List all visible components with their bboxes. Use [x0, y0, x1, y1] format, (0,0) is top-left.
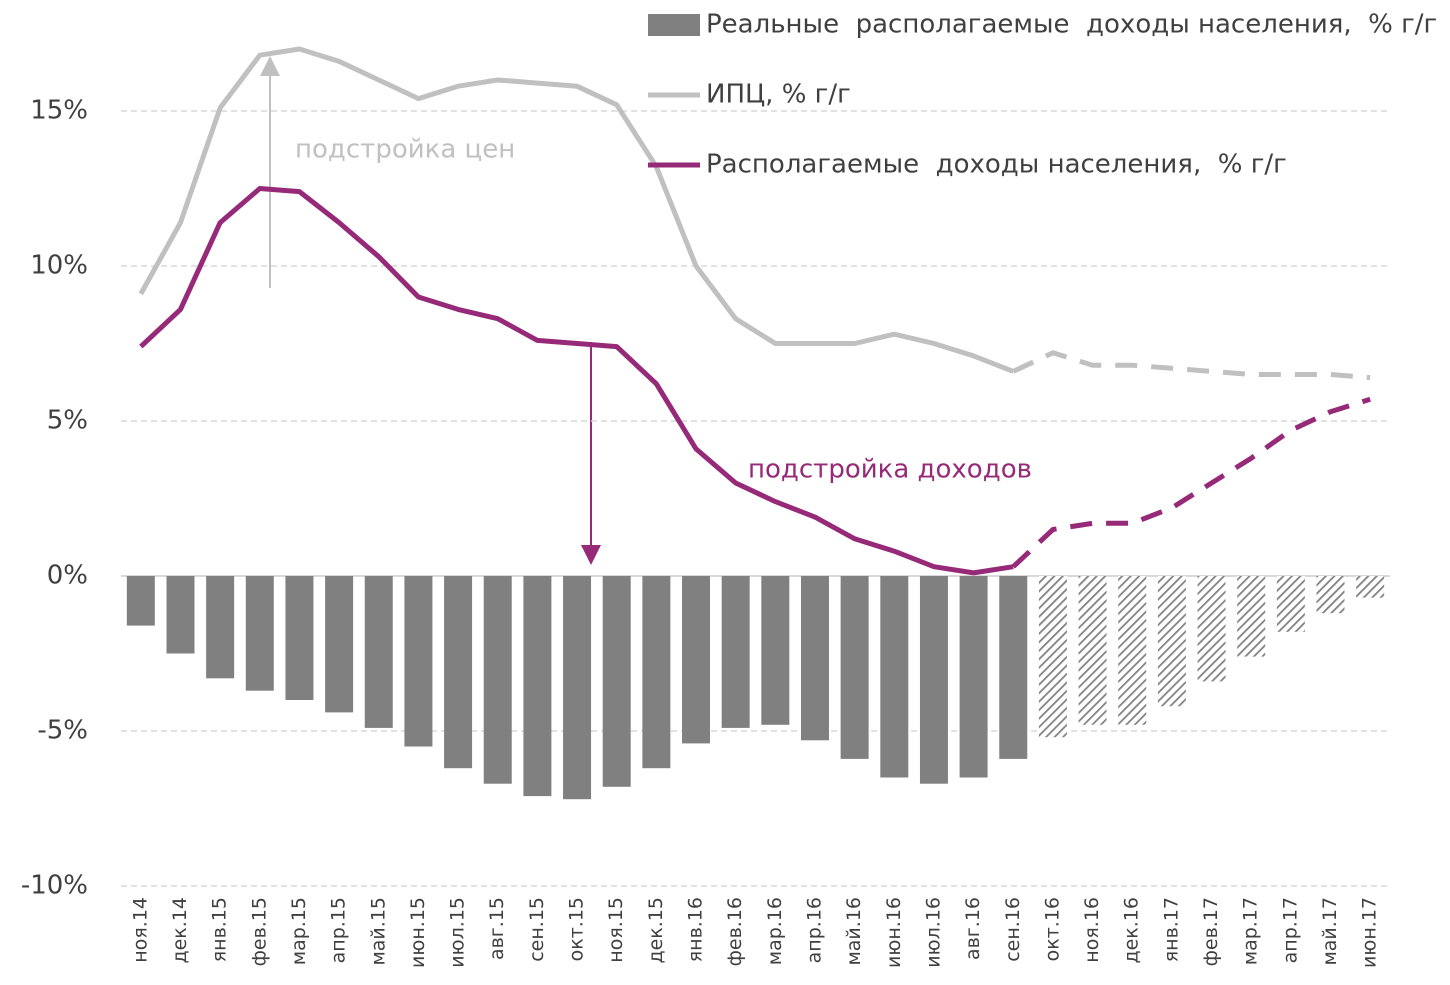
bar	[483, 576, 512, 784]
annotation: подстройка цен	[295, 135, 515, 165]
bar	[959, 576, 988, 778]
x-tick-label: май.17	[1319, 897, 1341, 966]
x-tick-label: окт.16	[1041, 897, 1063, 961]
x-tick-label: июл.16	[922, 897, 944, 968]
x-tick-label: янв.17	[1160, 897, 1182, 962]
bar	[919, 576, 948, 784]
bar	[1316, 576, 1345, 614]
bar	[285, 576, 314, 700]
x-tick-label: янв.16	[685, 897, 707, 962]
line-forecast	[1012, 350, 1371, 381]
y-tick-label: 5%	[47, 406, 88, 436]
bar	[563, 576, 592, 800]
legend-label: ИПЦ, % г/г	[706, 80, 851, 110]
bar	[602, 576, 631, 787]
bar	[761, 576, 790, 725]
bar	[404, 576, 433, 747]
x-tick-label: мар.17	[1240, 897, 1262, 965]
y-tick-label: -5%	[37, 716, 88, 746]
legend-label: Реальные располагаемые доходы населения,…	[706, 10, 1437, 40]
x-tick-label: окт.15	[566, 897, 588, 961]
x-tick-label: май.16	[843, 897, 865, 966]
x-tick-label: мар.16	[764, 897, 786, 965]
bar	[1276, 576, 1305, 632]
bar	[325, 576, 354, 713]
bar	[999, 576, 1028, 759]
x-tick-label: авг.16	[962, 897, 984, 960]
bar	[523, 576, 552, 797]
bar	[1078, 576, 1107, 725]
bar	[364, 576, 393, 728]
bar	[1157, 576, 1186, 707]
x-tick-label: ноя.14	[129, 897, 151, 963]
y-tick-label: 0%	[47, 561, 88, 591]
x-tick-label: июн.15	[407, 897, 429, 968]
x-tick-label: янв.15	[209, 897, 231, 962]
bar	[880, 576, 909, 778]
bar	[126, 576, 155, 626]
x-tick-label: дек.16	[1121, 897, 1143, 964]
legend-label: Располагаемые доходы населения, % г/г	[706, 150, 1287, 180]
x-tick-label: ноя.16	[1081, 897, 1103, 963]
x-tick-label: ноя.15	[605, 897, 627, 963]
x-tick-label: апр.17	[1279, 897, 1301, 963]
x-tick-label: май.15	[367, 897, 389, 966]
annotation: подстройка доходов	[748, 455, 1032, 485]
bar	[245, 576, 274, 691]
line	[138, 46, 1015, 374]
x-tick-label: сен.15	[526, 897, 548, 962]
bar	[800, 576, 829, 741]
bar	[721, 576, 750, 728]
line-forecast	[1011, 396, 1371, 569]
bar	[1237, 576, 1266, 657]
bar	[642, 576, 671, 769]
x-tick-label: июн.16	[883, 897, 905, 968]
x-tick-label: фев.16	[724, 897, 746, 966]
y-tick-label: -10%	[21, 871, 88, 901]
bar	[840, 576, 869, 759]
y-tick-label: 10%	[30, 251, 88, 281]
x-tick-label: июл.15	[447, 897, 469, 968]
x-tick-label: дек.15	[645, 897, 667, 964]
x-tick-label: апр.15	[328, 897, 350, 963]
bar	[444, 576, 473, 769]
x-tick-label: апр.16	[803, 897, 825, 963]
x-tick-label: мар.15	[288, 897, 310, 965]
legend-swatch	[648, 14, 700, 36]
x-tick-label: фев.17	[1200, 897, 1222, 966]
bar	[206, 576, 235, 679]
line	[139, 186, 1014, 576]
bar	[1356, 576, 1385, 598]
x-tick-label: дек.14	[169, 897, 191, 964]
bar	[1197, 576, 1226, 682]
x-tick-label: июн.17	[1359, 897, 1381, 968]
x-tick-label: авг.15	[486, 897, 508, 960]
bar	[1038, 576, 1067, 738]
y-tick-label: 15%	[30, 96, 88, 126]
x-tick-label: сен.16	[1002, 897, 1024, 962]
bar	[682, 576, 711, 744]
bar	[1118, 576, 1147, 725]
x-tick-label: фев.15	[248, 897, 270, 966]
bar	[166, 576, 195, 654]
